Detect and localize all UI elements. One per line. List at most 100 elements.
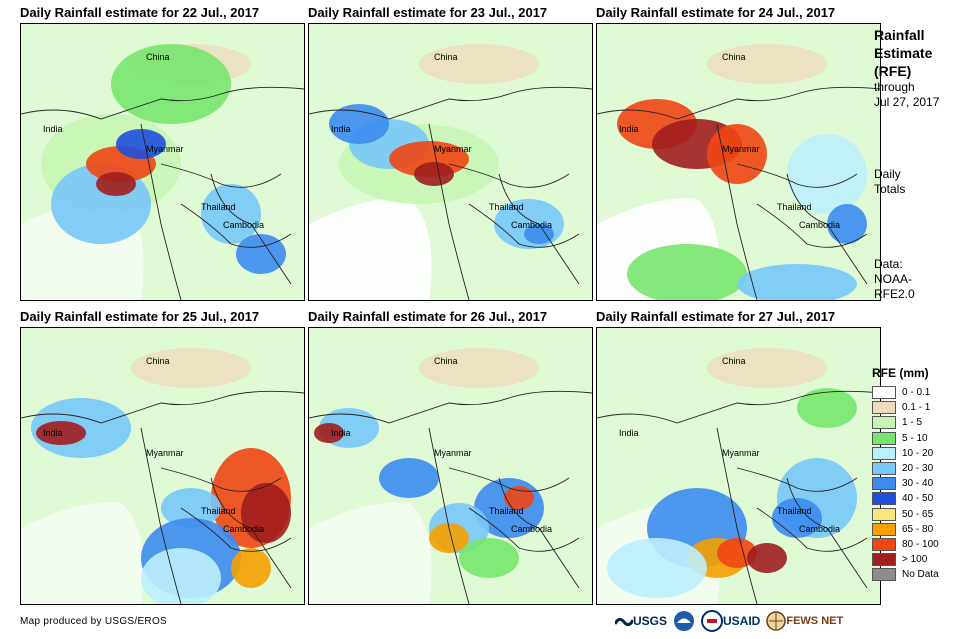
side-data: Data: NOAA- RFE2.0 [874,257,964,302]
legend-swatch [872,416,896,430]
rainfall-area [414,162,454,186]
country-border [210,477,292,589]
map-label-china: China [146,356,170,366]
rainfall-map: China India Myanmar Thailand Cambodia [20,23,305,301]
map-canvas [597,328,880,604]
map-label-myanmar: Myanmar [146,448,184,458]
side-info: Rainfall Estimate (RFE) through Jul 27, … [874,26,964,110]
country-border [180,507,292,552]
side-through: through [874,80,915,94]
usaid-logo: USAID [701,610,760,632]
rainfall-area [717,538,757,568]
legend-item: 1 - 5 [872,415,964,430]
country-border [468,507,580,552]
rainfall-map: China India Myanmar Thailand Cambodia [308,327,593,605]
panel-title: Daily Rainfall estimate for 25 Jul., 201… [20,309,260,324]
panel-4: Daily Rainfall estimate for 25 Jul., 201… [20,309,305,614]
usaid-text: USAID [723,614,761,628]
country-border [428,427,470,604]
country-border [448,163,570,188]
country-border [309,390,592,424]
legend: RFE (mm) 0 - 0.1 0.1 - 1 1 - 5 5 - 10 10 - 2… [872,366,964,582]
rainfall-area [607,538,707,598]
map-credit: Map produced by USGS/EROS [20,616,168,627]
panel-title: Daily Rainfall estimate for 22 Jul., 201… [20,5,260,20]
legend-label: 80 - 100 [902,538,939,550]
sea-area [309,502,432,604]
legend-swatch [872,386,896,400]
legend-item: No Data [872,567,964,582]
legend-label: 40 - 50 [902,493,934,505]
fews-globe-icon [766,611,787,631]
legend-label: 50 - 65 [902,508,934,520]
map-label-china: China [722,52,746,62]
legend-item: 5 - 10 [872,431,964,446]
panel-title: Daily Rainfall estimate for 26 Jul., 201… [308,309,548,324]
map-label-myanmar: Myanmar [722,448,760,458]
map-label-india: India [619,124,639,134]
country-border [756,203,868,248]
country-border [498,477,580,589]
country-border [736,163,858,188]
panel-2: Daily Rainfall estimate for 23 Jul., 201… [308,5,593,310]
dry-area [419,44,539,84]
map-label-thailand: Thailand [777,506,812,516]
legend-item: 30 - 40 [872,476,964,491]
map-label-cambodia: Cambodia [223,524,265,534]
side-date: Jul 27, 2017 [874,95,940,109]
rainfall-area [36,421,86,445]
legend-swatch [872,568,896,582]
legend-label: 5 - 10 [902,432,928,444]
legend-item: > 100 [872,552,964,567]
map-label-thailand: Thailand [777,202,812,212]
country-border [498,173,580,285]
legend-label: 30 - 40 [902,478,934,490]
country-border [140,427,182,604]
legend-rows: 0 - 0.1 0.1 - 1 1 - 5 5 - 10 10 - 20 20 - 30 3… [872,385,964,582]
rainfall-area [827,204,867,244]
country-border [716,427,758,604]
legend-swatch [872,553,896,567]
sea-area [21,502,144,604]
map-canvas [309,328,592,604]
legend-item: 50 - 65 [872,507,964,522]
country-border [21,86,304,120]
legend-item: 80 - 100 [872,537,964,552]
map-label-india: India [43,124,63,134]
country-border [468,203,580,248]
dry-area [707,44,827,84]
rainfall-area [787,134,867,214]
map-label-china: China [146,52,170,62]
legend-label: 65 - 80 [902,523,934,535]
map-label-cambodia: Cambodia [799,220,841,230]
usaid-seal-icon [701,610,724,632]
map-label-cambodia: Cambodia [511,524,553,534]
rainfall-area [459,538,519,578]
map-label-india: India [619,428,639,438]
country-border [309,86,592,120]
fews-text: FEWS NET [786,615,844,627]
usgs-text: USGS [633,614,668,628]
side-title-1: Rainfall [874,27,925,43]
map-label-india: India [331,428,351,438]
map-label-myanmar: Myanmar [146,144,184,154]
country-border [786,173,868,285]
rainfall-area [236,234,286,274]
fews-logo: FEWS NET [766,611,843,631]
legend-title: RFE (mm) [872,366,929,380]
rainfall-map: China India Myanmar Thailand Cambodia [20,327,305,605]
legend-label: 1 - 5 [902,417,923,429]
country-border [160,163,282,188]
rainfall-map: China India Myanmar Thailand Cambodia [596,327,881,605]
country-border [597,390,880,424]
legend-label: 0.1 - 1 [902,402,931,414]
map-label-thailand: Thailand [201,506,236,516]
country-border [160,467,282,492]
usgs-logo: USGS [615,614,667,628]
legend-swatch [872,446,896,460]
rainfall-area [524,224,554,244]
side-daily-2: Totals [874,182,906,196]
rainfall-area [504,486,534,510]
map-label-india: India [331,124,351,134]
dry-area [707,348,827,388]
